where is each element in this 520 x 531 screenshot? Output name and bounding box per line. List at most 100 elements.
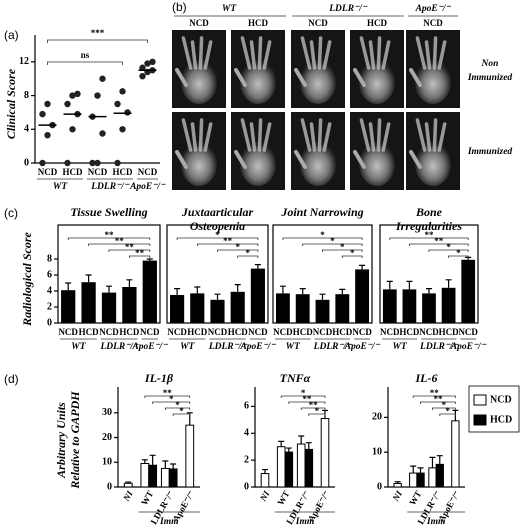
data-point: [124, 109, 131, 116]
panel-b: (b) WT LDLR⁻/⁻ ApoE⁻/⁻ NCD HCD NCD HCD N…: [172, 0, 512, 190]
y-tick-label: 8: [24, 90, 29, 101]
data-point: [119, 126, 126, 133]
x-tick-label: NCD: [99, 327, 119, 337]
x-axis-label: Imm: [159, 517, 178, 527]
x-tick-label: NCD: [273, 327, 293, 337]
sig-bracket: [88, 243, 151, 246]
group-label: LDLR⁻/⁻: [313, 342, 352, 352]
group-label: LDLR⁻/⁻: [208, 342, 247, 352]
sig-label: **: [223, 236, 233, 246]
y-tick-label: 0: [107, 481, 112, 492]
sig-bracket: [152, 401, 191, 404]
y-tick-label: 0: [47, 317, 52, 328]
xray-image: [291, 112, 345, 190]
finger: [309, 122, 317, 152]
bar: [304, 448, 314, 488]
chart-title: Bone: [415, 205, 443, 219]
x-tick-label: NI: [390, 489, 404, 504]
bar: [409, 472, 418, 488]
x-tick-label: NCD: [88, 167, 108, 177]
x-tick-label: WT: [407, 489, 423, 507]
x-tick-label: NCD: [140, 327, 160, 337]
x-tick-label: NCD: [138, 167, 158, 177]
error-bar: [386, 280, 393, 290]
y-tick-label: 30: [102, 407, 112, 418]
sig-label: **: [115, 236, 125, 246]
error-bar: [359, 264, 366, 270]
x-tick-label: HCD: [63, 167, 84, 177]
bar: [275, 293, 290, 323]
finger: [257, 36, 263, 70]
sig-label: *: [320, 230, 325, 240]
bar: [355, 269, 370, 323]
finger: [262, 40, 272, 70]
hand: [415, 60, 451, 104]
error-bar: [445, 279, 452, 288]
data-point: [69, 92, 76, 99]
finger: [415, 36, 427, 70]
sig-bracket: [341, 255, 363, 258]
error-bar: [254, 264, 261, 269]
x-tick-label: WT: [139, 489, 155, 507]
data-point: [114, 159, 121, 167]
x-tick-label: NCD: [352, 327, 372, 337]
error-bar: [194, 286, 201, 294]
error-bar: [279, 285, 286, 294]
group-label: WT: [286, 342, 301, 352]
chart-title: IL-6: [415, 371, 438, 385]
data-point: [69, 126, 76, 133]
finger: [437, 40, 447, 70]
bar: [250, 268, 265, 323]
bar: [160, 467, 170, 488]
x-tick-label: HCD: [119, 327, 140, 337]
finger: [381, 122, 391, 152]
sig-label: *: [301, 388, 306, 398]
x-tick-label: HCD: [228, 327, 249, 337]
x-tick-label: HCD: [79, 327, 100, 337]
x-tick-label: HCD: [399, 327, 420, 337]
y-tick-label: 8: [47, 253, 52, 264]
x-tick-label: NCD: [458, 327, 478, 337]
x-tick-label: NCD: [313, 327, 333, 337]
group-label: ApoE⁻/⁻: [344, 342, 381, 352]
error-bar: [146, 258, 153, 261]
finger: [300, 36, 312, 70]
finger: [432, 36, 438, 70]
sig-label: *: [315, 406, 320, 416]
sig-bracket: [237, 255, 259, 258]
bar: [142, 260, 157, 323]
finger: [300, 118, 312, 152]
hand: [240, 60, 276, 104]
sig-bracket: [409, 243, 469, 246]
finger: [359, 36, 371, 70]
x-tick-label: NI: [257, 489, 271, 504]
x-tick-label: NCD: [248, 327, 268, 337]
bar: [451, 420, 460, 488]
hand: [240, 142, 276, 186]
sig-bracket: [300, 407, 326, 410]
y-tick-label: 10: [372, 446, 382, 457]
finger: [381, 40, 391, 70]
thumb: [409, 150, 422, 169]
sig-label: **: [430, 388, 440, 398]
error-bar: [278, 440, 285, 447]
sig-label: **: [433, 394, 443, 404]
error-bar: [174, 288, 181, 295]
chart-title: Osteopenia: [190, 219, 245, 233]
sig-bracket: [144, 395, 191, 398]
bar: [185, 424, 195, 488]
group-label: WT: [71, 342, 86, 352]
panel-label: (a): [4, 28, 19, 42]
sig-bracket: [432, 407, 456, 410]
sig-label: ***: [91, 28, 105, 38]
legend-swatch: [473, 394, 487, 406]
sig-label: **: [163, 388, 173, 398]
finger: [424, 40, 432, 70]
xray-image: [231, 112, 285, 190]
group-label: WT: [180, 342, 195, 352]
bar: [122, 287, 137, 323]
hand: [359, 60, 395, 104]
sig-bracket: [282, 237, 363, 240]
diet-label: NCD: [308, 18, 328, 28]
data-point: [94, 159, 101, 167]
